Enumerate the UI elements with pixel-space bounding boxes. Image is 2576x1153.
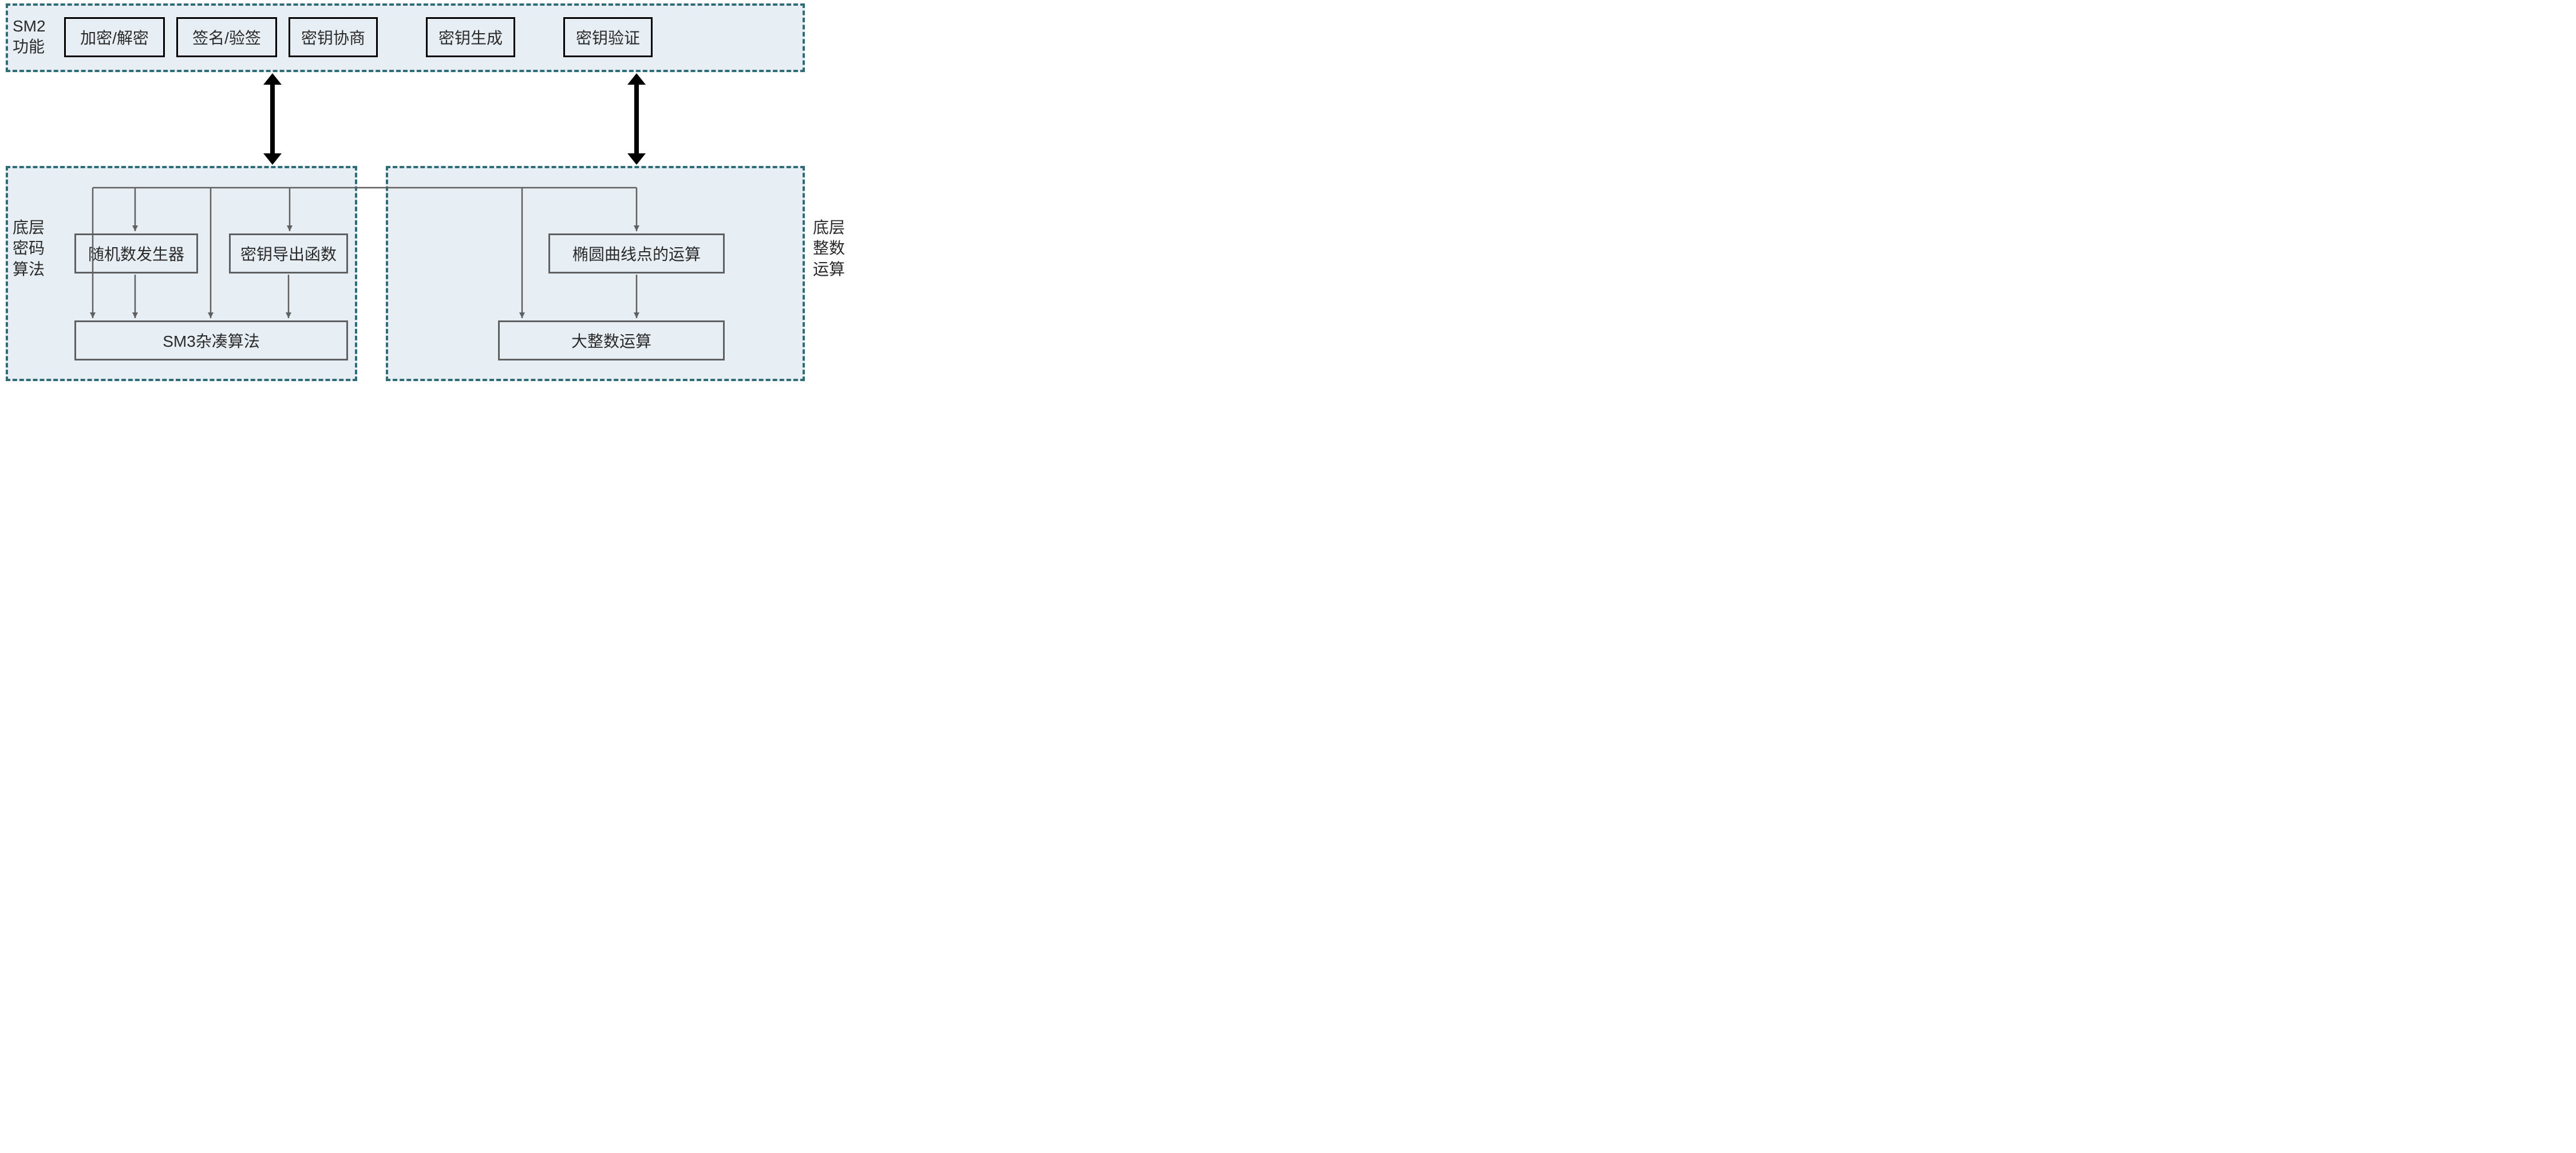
- text: 随机数发生器: [88, 242, 184, 265]
- box-key-agreement: 密钥协商: [289, 17, 378, 57]
- box-bigint-ops: 大整数运算: [498, 320, 725, 360]
- box-key-generation: 密钥生成: [426, 17, 515, 57]
- text: SM2功能: [13, 17, 46, 56]
- text: 密钥验证: [576, 26, 640, 49]
- text: 底层整数运算: [813, 219, 845, 278]
- text: 大整数运算: [571, 329, 651, 352]
- box-kdf: 密钥导出函数: [229, 233, 348, 274]
- box-key-verify: 密钥验证: [563, 17, 653, 57]
- box-sign-verify: 签名/验签: [176, 17, 277, 57]
- box-sm3: SM3杂凑算法: [74, 320, 348, 360]
- text: SM3杂凑算法: [163, 329, 260, 352]
- integer-ops-label: 底层整数运算: [813, 217, 845, 280]
- sm2-features-label: SM2功能: [13, 16, 46, 58]
- box-rng: 随机数发生器: [74, 233, 198, 274]
- text: 椭圆曲线点的运算: [572, 242, 701, 265]
- text: 加密/解密: [80, 26, 149, 49]
- box-encrypt-decrypt: 加密/解密: [64, 17, 165, 57]
- box-ecc-point-ops: 椭圆曲线点的运算: [548, 233, 725, 274]
- text: 密钥导出函数: [240, 242, 337, 265]
- text: 签名/验签: [192, 26, 261, 49]
- text: 底层密码算法: [13, 219, 45, 278]
- text: 密钥生成: [438, 26, 503, 49]
- text: 密钥协商: [301, 26, 365, 49]
- crypto-algo-label: 底层密码算法: [13, 217, 45, 280]
